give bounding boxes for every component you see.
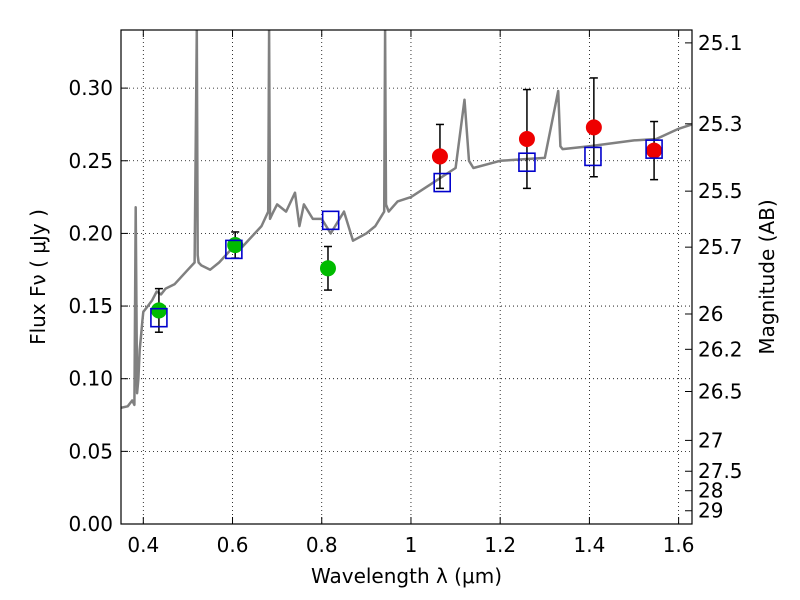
y-tick-label: 0.25 [68, 149, 113, 173]
data-point [585, 119, 602, 136]
y2-tick-label: 27.5 [698, 459, 743, 483]
y-tick-label: 0.00 [68, 512, 113, 536]
x-tick-label: 0.6 [217, 533, 249, 557]
photometry-points [150, 77, 663, 333]
y-tick-label: 0.30 [68, 76, 113, 100]
x-tick-label: 1.2 [484, 533, 516, 557]
model-photometry-point [518, 152, 536, 173]
model-photometry-point [645, 139, 663, 159]
y2-tick-label: 25.7 [698, 235, 743, 259]
x-axis: 0.4 0.6 0.8 1 1.2 1.4 1.6 [127, 30, 695, 557]
model-photometry-point [321, 210, 340, 231]
x-tick-label: 1.4 [573, 533, 605, 557]
grid [121, 30, 692, 524]
plot-frame [120, 29, 693, 525]
y2-tick-label: 26 [698, 302, 723, 326]
model-spectrum [121, 30, 692, 410]
y-tick-label: 0.15 [68, 294, 113, 318]
data-point [319, 260, 336, 277]
y-axis-label: Flux Fν ( μJy ) [26, 209, 50, 345]
x-tick-label: 0.4 [127, 533, 159, 557]
y2-tick-label: 29 [698, 499, 723, 523]
model-photometry-point [584, 146, 602, 167]
x-axis-label: Wavelength λ (μm) [311, 564, 502, 588]
model-photometry-point [150, 307, 168, 328]
model-spectrum-line [121, 30, 692, 410]
y2-axis-label: Magnitude (AB) [755, 199, 779, 354]
y2-tick-label: 28 [698, 479, 723, 503]
y-tick-label: 0.20 [68, 221, 113, 245]
data-point [431, 148, 448, 165]
data-point [518, 130, 535, 147]
y2-tick-label: 25.5 [698, 179, 743, 203]
model-photometry-point [225, 239, 243, 260]
x-tick-label: 1 [405, 533, 418, 557]
y2-tick-label: 25.1 [698, 31, 743, 55]
data-point [227, 237, 244, 254]
y2-tick-label: 25.3 [698, 112, 743, 136]
x-tick-label: 0.8 [306, 533, 338, 557]
y-tick-label: 0.10 [68, 367, 113, 391]
data-point [150, 302, 167, 319]
x-tick-label: 1.6 [663, 533, 695, 557]
y-tick-label: 0.05 [68, 439, 113, 463]
y2-tick-label: 26.5 [698, 379, 743, 403]
y-axis: 0.00 0.05 0.10 0.15 0.20 0.25 0.30 [68, 76, 128, 536]
model-photometry-point [433, 172, 451, 193]
y2-tick-label: 26.2 [698, 337, 743, 361]
data-point [646, 142, 663, 159]
y2-tick-label: 27 [698, 428, 723, 452]
